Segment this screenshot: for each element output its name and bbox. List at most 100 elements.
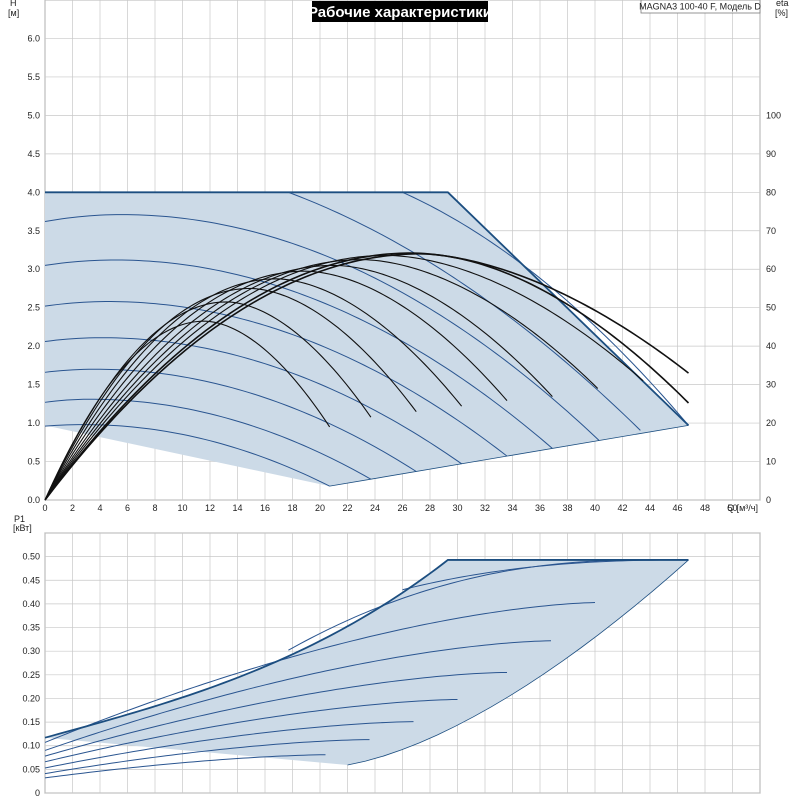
y2-tick-label: 30	[766, 380, 776, 390]
x-tick-label: 16	[260, 503, 270, 513]
y-tick-label: 6.0	[27, 33, 40, 43]
y-axis-label: H	[10, 0, 17, 8]
y2-tick-label: 50	[766, 303, 776, 313]
p-tick-label: 0	[35, 788, 40, 798]
y-tick-label: 5.0	[27, 110, 40, 120]
y-tick-label: 0.5	[27, 457, 40, 467]
x-tick-label: 20	[315, 503, 325, 513]
y2-tick-label: 100	[766, 110, 781, 120]
y-tick-label: 4.0	[27, 187, 40, 197]
power-curve-3	[44, 671, 508, 757]
constant-curve-6	[44, 398, 372, 480]
x-tick-label: 8	[152, 503, 157, 513]
power-axis-unit: [кВт]	[13, 523, 32, 533]
p-tick-label: 0.35	[22, 623, 40, 633]
power-plot: 0 0.05 0.10 0.15 0.20 0.25 0.30 0.35 0.40 0.45 0.5…	[13, 514, 761, 798]
power-curve-1	[44, 602, 596, 743]
p-tick-label: 0.10	[22, 741, 40, 751]
x-tick-label: 12	[205, 503, 215, 513]
y-tick-label: 3.0	[27, 264, 40, 274]
power-curve-4	[44, 698, 458, 763]
model-box	[640, 0, 761, 14]
x-tick-label: 22	[342, 503, 352, 513]
x-tick-label: 28	[425, 503, 435, 513]
constant-curve-2	[44, 259, 553, 449]
power-curve-5	[44, 721, 414, 769]
p-tick-label: 0.40	[22, 599, 40, 609]
power-curve-7	[44, 754, 326, 779]
y2-tick-label: 90	[766, 149, 776, 159]
x-tick-label: 46	[672, 503, 682, 513]
power-envelope-outline	[44, 559, 689, 739]
upper-curve-2	[402, 191, 689, 426]
efficiency-curve-10	[44, 253, 690, 501]
p-tick-label: 0.20	[22, 693, 40, 703]
constant-curve-1	[44, 214, 600, 441]
y-tick-label: 1.5	[27, 380, 40, 390]
y2-tick-label: 70	[766, 226, 776, 236]
efficiency-curve-9	[44, 252, 689, 501]
p-tick-label: 0.05	[22, 764, 40, 774]
y2-axis-unit: [%]	[775, 8, 788, 18]
power-curve-2	[44, 640, 552, 751]
x-tick-label: 40	[590, 503, 600, 513]
constant-curve-4	[44, 337, 462, 465]
efficiency-curve-4	[44, 278, 463, 501]
p-tick-label: 0.25	[22, 670, 40, 680]
head-envelope-outline	[45, 191, 690, 427]
x-tick-label: 48	[700, 503, 710, 513]
efficiency-curve-2	[44, 301, 372, 501]
head-envelope-lower-edge	[329, 424, 689, 487]
x-tick-label: 14	[232, 503, 242, 513]
x-tick-label: 18	[287, 503, 297, 513]
x-tick-label: 36	[535, 503, 545, 513]
y-tick-label: 5.5	[27, 72, 40, 82]
y-tick-label: 4.5	[27, 149, 40, 159]
x-tick-label: 4	[97, 503, 102, 513]
x-tick-label: 50	[727, 503, 737, 513]
y2-tick-label: 10	[766, 457, 776, 467]
chart-title: Рабочие характеристики	[308, 4, 492, 21]
model-label: MAGNA3 100-40 F, Модель D	[639, 2, 761, 12]
y2-tick-label: 20	[766, 418, 776, 428]
p-tick-label: 0.45	[22, 575, 40, 585]
x-tick-label: 34	[507, 503, 517, 513]
head-efficiency-plot: 0.0 0.5 1.0 1.5 2.0 2.5 3.0 3.5 4.0 4.5 5.0 5.5 6.0 0…	[8, 0, 789, 513]
title-background	[312, 1, 488, 22]
y-tick-label: 2.5	[27, 303, 40, 313]
y-tick-label: 3.5	[27, 226, 40, 236]
x-tick-label: 38	[562, 503, 572, 513]
x-axis-label: Q [м³/ч]	[727, 503, 758, 513]
y2-tick-label: 60	[766, 264, 776, 274]
x-tick-label: 2	[70, 503, 75, 513]
power-envelope-lower-edge	[347, 559, 689, 766]
x-tick-label: 10	[177, 503, 187, 513]
x-tick-label: 6	[125, 503, 130, 513]
power-upper-curve-1	[288, 559, 641, 651]
y-tick-label: 1.0	[27, 418, 40, 428]
upper-curve-1	[288, 191, 641, 431]
p-tick-label: 0.30	[22, 646, 40, 656]
y2-tick-label: 80	[766, 187, 776, 197]
x-tick-label: 44	[645, 503, 655, 513]
y2-axis-label: eta	[776, 0, 789, 8]
power-axis-label: P1	[14, 514, 25, 524]
x-tick-label: 24	[370, 503, 380, 513]
y-tick-label: 0.0	[27, 495, 40, 505]
y-axis-unit: [м]	[8, 8, 19, 18]
x-tick-label: 26	[397, 503, 407, 513]
p-tick-label: 0.15	[22, 717, 40, 727]
x-tick-label: 30	[452, 503, 462, 513]
x-tick-label: 42	[617, 503, 627, 513]
efficiency-curve-8	[44, 254, 644, 501]
p-tick-label: 0.50	[22, 552, 40, 562]
efficiency-curve-7	[44, 259, 599, 501]
efficiency-curve-5	[44, 270, 508, 501]
constant-curve-5	[44, 368, 417, 472]
x-tick-label: 0	[42, 503, 47, 513]
y2-tick-label: 0	[766, 495, 771, 505]
y-tick-label: 2.0	[27, 341, 40, 351]
constant-curve-3	[44, 301, 508, 457]
power-curve-6	[44, 739, 370, 775]
